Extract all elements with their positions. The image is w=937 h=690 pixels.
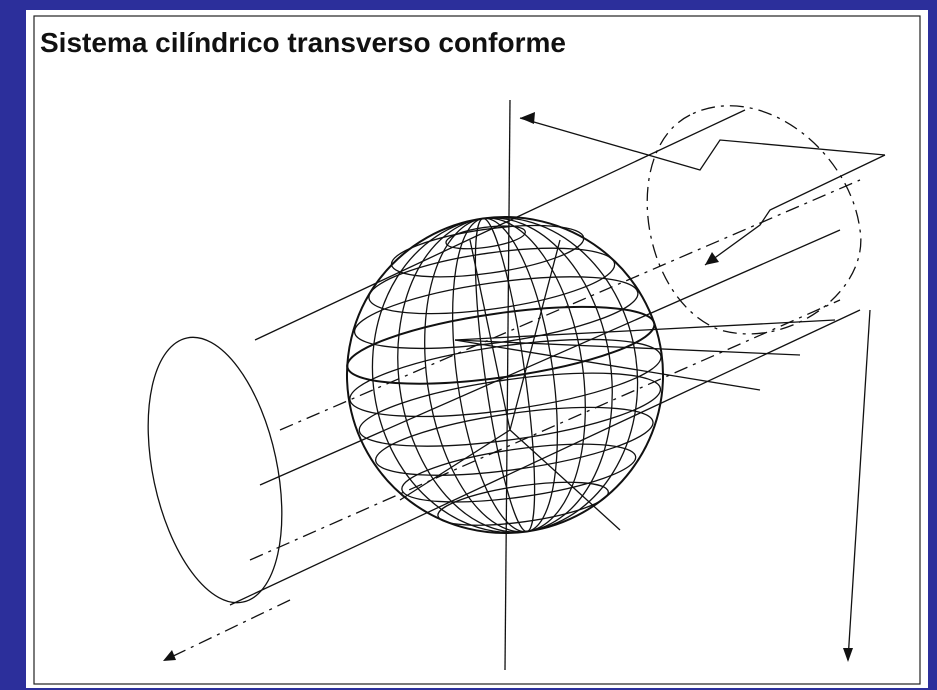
cylinder-edge-hidden: [279, 179, 861, 431]
parallel: [374, 406, 654, 476]
ray: [509, 239, 561, 431]
cylinder-left-end: [147, 336, 283, 604]
panel: [26, 10, 928, 688]
ray: [454, 339, 801, 356]
parallel: [368, 247, 616, 315]
projection-lines: [163, 99, 886, 671]
cylinder-edge: [229, 309, 861, 606]
parallel: [437, 481, 609, 526]
polar-axis: [504, 99, 511, 671]
ray: [469, 239, 511, 431]
parallel: [401, 443, 637, 503]
arrowhead: [843, 648, 853, 662]
cylinder-axis: [259, 229, 841, 486]
equator: [346, 305, 656, 385]
title: Sistema cilíndrico transverso conforme: [40, 27, 566, 58]
parallel: [358, 372, 662, 447]
arrowhead: [520, 112, 535, 124]
panel-border: [33, 15, 921, 685]
ray: [454, 319, 836, 341]
meridian: [371, 216, 639, 534]
arrow: [519, 117, 886, 171]
arrow: [704, 154, 886, 266]
arrowhead: [705, 252, 719, 265]
cylinder-right-end: [646, 105, 862, 335]
arrow: [164, 599, 291, 661]
arrowhead: [163, 650, 176, 661]
cylinder-edge-hidden: [249, 299, 841, 561]
globe: [346, 216, 664, 534]
parallel: [349, 338, 662, 418]
parallel: [390, 224, 585, 278]
ray: [399, 429, 511, 501]
arrow: [847, 309, 871, 661]
polar-cap: [445, 225, 526, 250]
ray: [509, 429, 621, 531]
ray: [454, 339, 761, 391]
